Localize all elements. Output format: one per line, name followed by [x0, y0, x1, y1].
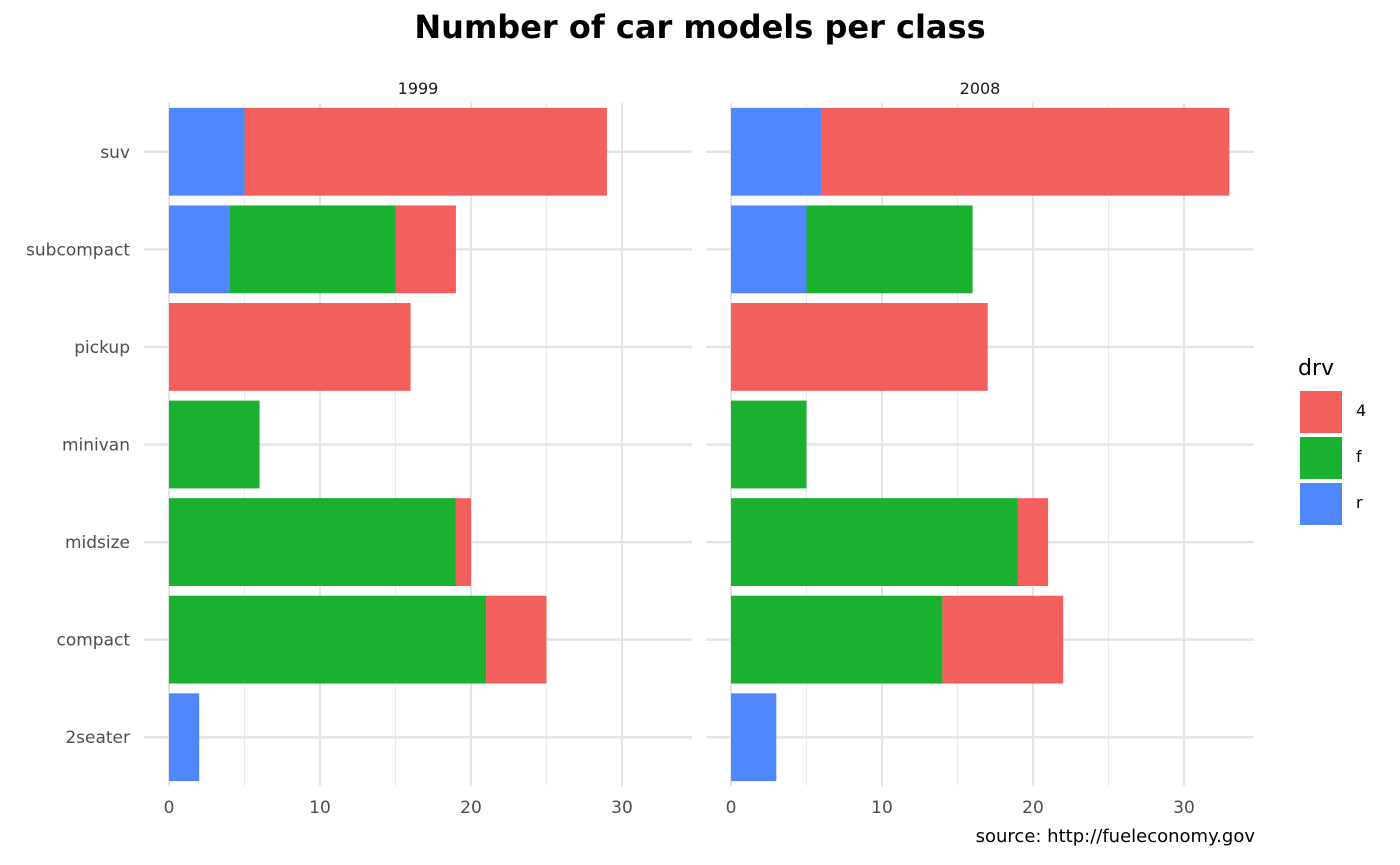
bar-1999-2seater-r	[169, 693, 200, 782]
legend-item-4: 4	[1298, 391, 1366, 437]
bar-1999-pickup-4	[169, 303, 411, 391]
panel-label-2008: 2008	[960, 79, 1001, 98]
bar-1999-subcompact-4	[395, 205, 456, 294]
y-tick-label-midsize: midsize	[65, 533, 130, 553]
y-tick-label-suv: suv	[100, 143, 130, 163]
legend-swatch-4	[1300, 391, 1342, 433]
bar-2008-minivan-f	[731, 400, 807, 489]
legend-label-r: r	[1356, 493, 1363, 512]
bar-1999-subcompact-f	[229, 205, 396, 294]
legend-label-4: 4	[1356, 401, 1367, 420]
chart-title: Number of car models per class	[414, 8, 986, 46]
bar-2008-midsize-4	[1017, 498, 1049, 586]
bar-2008-pickup-4	[731, 303, 988, 391]
bar-1999-minivan-f	[169, 400, 260, 489]
y-tick-label-minivan: minivan	[62, 436, 130, 456]
x-tick-label: 30	[611, 798, 633, 818]
y-tick-label-subcompact: subcompact	[26, 240, 130, 260]
source-caption: source: http://fueleconomy.gov	[975, 826, 1255, 847]
bar-1999-midsize-4	[455, 498, 471, 586]
y-tick-label-pickup: pickup	[74, 338, 130, 358]
x-tick-label: 0	[726, 798, 737, 818]
legend-title: drv	[1298, 356, 1335, 381]
legend: drv 4 f r	[1298, 356, 1366, 529]
panel-label-1999: 1999	[398, 79, 439, 98]
x-tick-label: 0	[164, 798, 175, 818]
x-tick-label: 10	[309, 798, 331, 818]
legend-swatch-r	[1300, 483, 1342, 525]
x-tick-label: 20	[1022, 798, 1044, 818]
x-tick-label: 20	[460, 798, 482, 818]
bar-2008-compact-4	[942, 595, 1064, 684]
x-tick-label: 30	[1173, 798, 1195, 818]
x-tick-label: 10	[871, 798, 893, 818]
legend-item-r: r	[1298, 483, 1363, 529]
bar-2008-subcompact-r	[731, 205, 807, 294]
y-tick-label-2seater: 2seater	[65, 728, 130, 748]
legend-label-f: f	[1356, 447, 1362, 466]
bar-2008-suv-4	[821, 107, 1230, 196]
bar-2008-suv-r	[731, 107, 822, 196]
bar-2008-compact-f	[731, 595, 943, 684]
legend-item-f: f	[1298, 437, 1362, 483]
bar-1999-suv-r	[169, 107, 245, 196]
bar-1999-midsize-f	[169, 498, 456, 586]
bar-1999-suv-4	[244, 107, 607, 196]
legend-swatch-f	[1300, 437, 1342, 479]
bar-1999-subcompact-r	[169, 205, 230, 294]
bar-2008-subcompact-f	[806, 205, 973, 294]
bar-2008-2seater-r	[731, 693, 777, 782]
bar-2008-midsize-f	[731, 498, 1018, 586]
bar-1999-compact-f	[169, 595, 487, 684]
bar-1999-compact-4	[486, 595, 547, 684]
y-tick-label-compact: compact	[56, 631, 130, 651]
